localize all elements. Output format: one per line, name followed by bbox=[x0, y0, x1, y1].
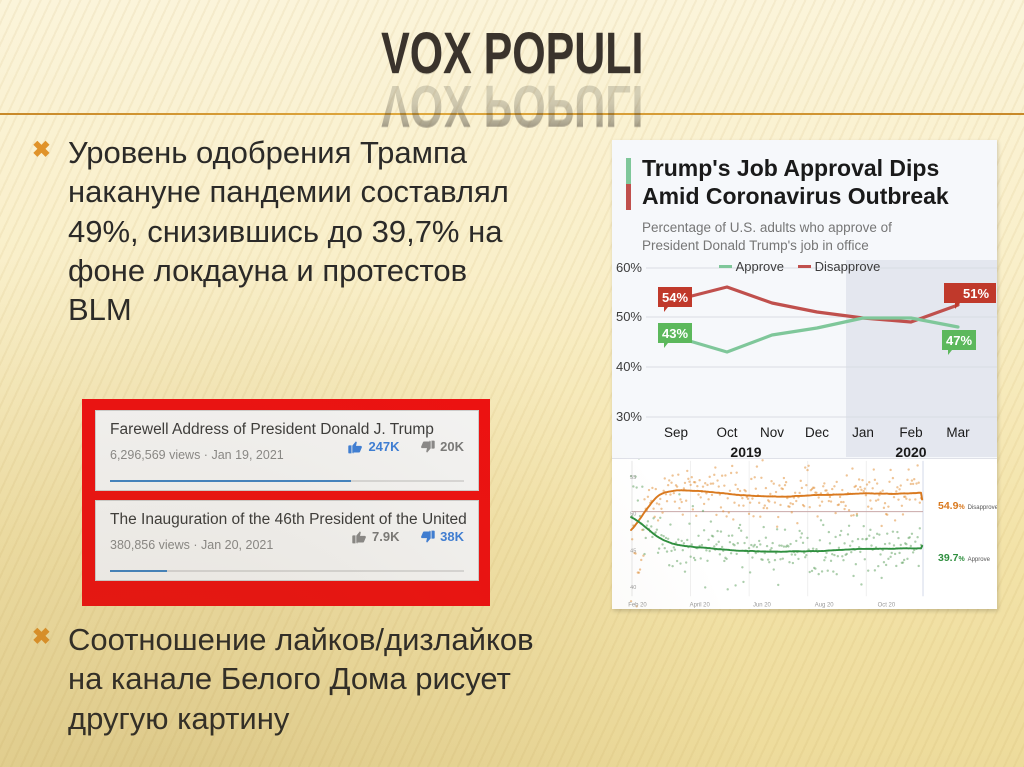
svg-text:April 20: April 20 bbox=[690, 602, 711, 608]
svg-text:54%: 54% bbox=[662, 290, 688, 305]
svg-text:40: 40 bbox=[630, 585, 636, 591]
svg-text:Oct 20: Oct 20 bbox=[878, 602, 896, 608]
svg-text:51%: 51% bbox=[963, 286, 989, 301]
svg-text:40%: 40% bbox=[616, 359, 642, 374]
svg-text:Jun 20: Jun 20 bbox=[753, 602, 772, 608]
svg-text:Sep: Sep bbox=[664, 425, 688, 440]
svg-text:Nov: Nov bbox=[760, 425, 784, 440]
svg-text:50%: 50% bbox=[616, 309, 642, 324]
svg-text:47%: 47% bbox=[946, 333, 972, 348]
svg-text:Mar: Mar bbox=[946, 425, 970, 440]
svg-text:Jan: Jan bbox=[852, 425, 874, 440]
svg-text:Feb 20: Feb 20 bbox=[628, 602, 647, 608]
svg-text:55: 55 bbox=[630, 475, 636, 481]
svg-text:45: 45 bbox=[630, 548, 636, 554]
svg-text:Oct: Oct bbox=[716, 425, 737, 440]
svg-text:50: 50 bbox=[630, 512, 636, 518]
svg-text:Dec: Dec bbox=[805, 425, 829, 440]
svg-text:Feb: Feb bbox=[899, 425, 922, 440]
svg-text:Aug 20: Aug 20 bbox=[815, 602, 835, 608]
svg-text:43%: 43% bbox=[662, 326, 688, 341]
svg-text:30%: 30% bbox=[616, 409, 642, 424]
